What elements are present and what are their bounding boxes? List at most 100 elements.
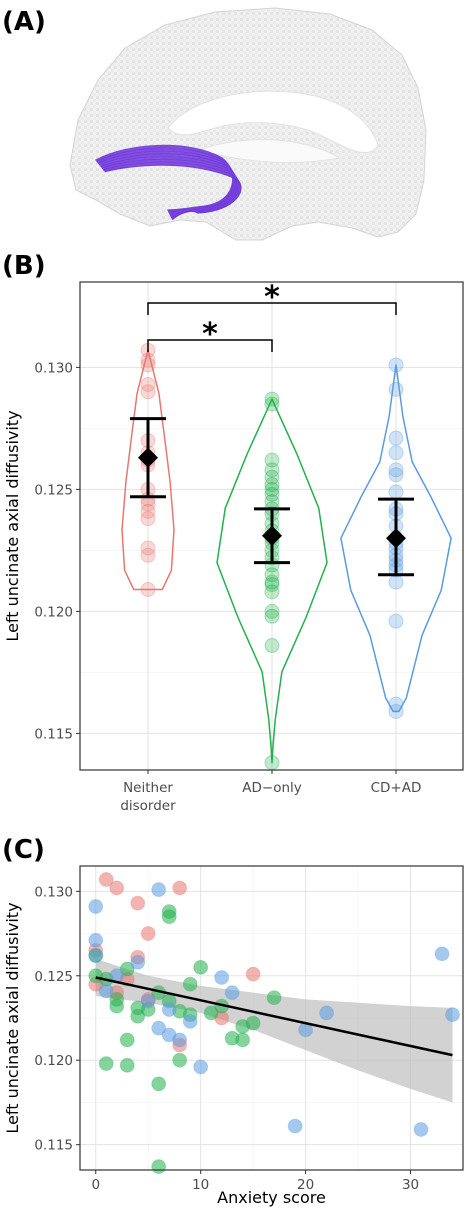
data-point	[264, 452, 280, 468]
confidence-band	[95, 958, 453, 1103]
data-point	[388, 613, 404, 629]
scatter-point-neither	[172, 880, 188, 896]
data-point	[388, 696, 404, 712]
scatter-point-ad_only	[119, 1057, 135, 1073]
x-tick-label: CD+AD	[371, 780, 422, 796]
data-point	[264, 481, 280, 497]
significance-bracket	[147, 339, 273, 352]
data-point	[264, 755, 280, 771]
scatter-point-ad_only	[172, 1052, 188, 1068]
scatter-point-ad_only	[235, 1018, 251, 1034]
scatter-point-ad_only	[98, 1056, 114, 1072]
y-tick-label: 0.120	[34, 1053, 73, 1069]
data-point	[140, 384, 156, 400]
data-point	[140, 503, 156, 519]
data-point	[264, 577, 280, 593]
y-tick-label: 0.130	[34, 360, 73, 376]
data-point	[388, 430, 404, 446]
scatter-point-ad_only	[151, 1159, 167, 1175]
scatter-point-cd_ad	[151, 882, 167, 898]
significance-star: *	[264, 280, 280, 315]
y-tick-label: 0.130	[34, 884, 73, 900]
scatter-point-ad_only	[161, 909, 177, 925]
scatter-point-ad_only	[119, 961, 135, 977]
scatter-point-neither	[98, 872, 114, 888]
x-tick-label: 10	[192, 1177, 209, 1193]
data-point	[264, 584, 280, 600]
data-point	[264, 567, 280, 583]
scatter-point-cd_ad	[413, 1121, 429, 1137]
scatter-point-cd_ad	[434, 946, 450, 962]
x-tick-label: AD−only	[242, 780, 302, 796]
scatter-point-ad_only	[109, 991, 125, 1007]
data-point	[264, 469, 280, 485]
y-tick-label: 0.125	[34, 969, 73, 985]
tract-fiber	[104, 164, 242, 220]
data-point	[264, 486, 280, 502]
scatter-point-cd_ad	[193, 1059, 209, 1075]
scatter-point-cd_ad	[224, 985, 240, 1001]
scatter-point-ad_only	[193, 959, 209, 975]
data-point	[264, 574, 280, 590]
x-axis-title: Anxiety score	[217, 1188, 326, 1207]
data-point	[140, 357, 156, 373]
scatter-point-cd_ad	[88, 932, 104, 948]
data-point	[264, 396, 280, 412]
uncinate-tract	[95, 144, 242, 220]
scatter-point-neither	[109, 880, 125, 896]
scatter-point-cd_ad	[140, 993, 156, 1009]
data-point	[388, 703, 404, 719]
significance-star: *	[202, 317, 218, 352]
violin-ad_only	[216, 398, 328, 764]
violin-neither	[121, 349, 175, 591]
regression-line	[95, 976, 453, 1057]
y-tick-label: 0.125	[34, 482, 73, 498]
data-point	[388, 467, 404, 483]
data-point	[140, 352, 156, 368]
ventricle	[198, 139, 342, 164]
scatter-point-ad_only	[182, 976, 198, 992]
data-point	[140, 547, 156, 563]
mean-diamond	[262, 525, 282, 546]
data-point	[140, 581, 156, 597]
scatter-point-neither	[140, 926, 156, 942]
data-point	[264, 608, 280, 624]
mean-diamond	[138, 447, 158, 468]
scatter-point-cd_ad	[151, 1020, 167, 1036]
x-tick-label: disorder	[120, 798, 176, 814]
y-tick-label: 0.115	[34, 1138, 73, 1154]
data-point	[140, 511, 156, 527]
y-axis-title: Left uncinate axial diffusivity	[3, 902, 22, 1133]
panel-label-a: (A)	[2, 7, 46, 37]
scatter-point-cd_ad	[287, 1118, 303, 1134]
x-tick-label: Neither	[123, 780, 173, 796]
violin-panel: 0.115 0.120 0.125 0.130 * * Neither disorder AD−…	[3, 280, 464, 814]
x-tick-label: 20	[297, 1177, 314, 1193]
data-point	[388, 462, 404, 478]
scatter-point-cd_ad	[172, 1032, 188, 1048]
scatter-point-ad_only	[266, 990, 282, 1006]
data-point	[264, 603, 280, 619]
mean-diamond	[386, 528, 406, 549]
y-tick-label: 0.120	[34, 604, 73, 620]
scatter-point-ad_only	[151, 1076, 167, 1092]
data-point	[388, 357, 404, 373]
scatter-point-cd_ad	[214, 969, 230, 985]
scatter-point-ad_only	[119, 1032, 135, 1048]
data-point	[264, 391, 280, 407]
x-tick-label: 30	[402, 1177, 419, 1193]
scatter-point-cd_ad	[182, 1013, 198, 1029]
violin-cd_ad	[340, 364, 452, 713]
panel-label-b: (B)	[2, 251, 46, 281]
corpus-callosum	[167, 90, 379, 154]
scatter-point-ad_only	[203, 1005, 219, 1021]
panel-label-c: (C)	[2, 835, 45, 865]
plot-border	[79, 865, 464, 1171]
y-axis-title: Left uncinate axial diffusivity	[3, 410, 22, 641]
data-point	[140, 376, 156, 392]
scatter-point-ad_only	[130, 1000, 146, 1016]
scatter-point-cd_ad	[88, 948, 104, 964]
scatter-point-cd_ad	[445, 1007, 461, 1023]
data-point	[388, 381, 404, 397]
